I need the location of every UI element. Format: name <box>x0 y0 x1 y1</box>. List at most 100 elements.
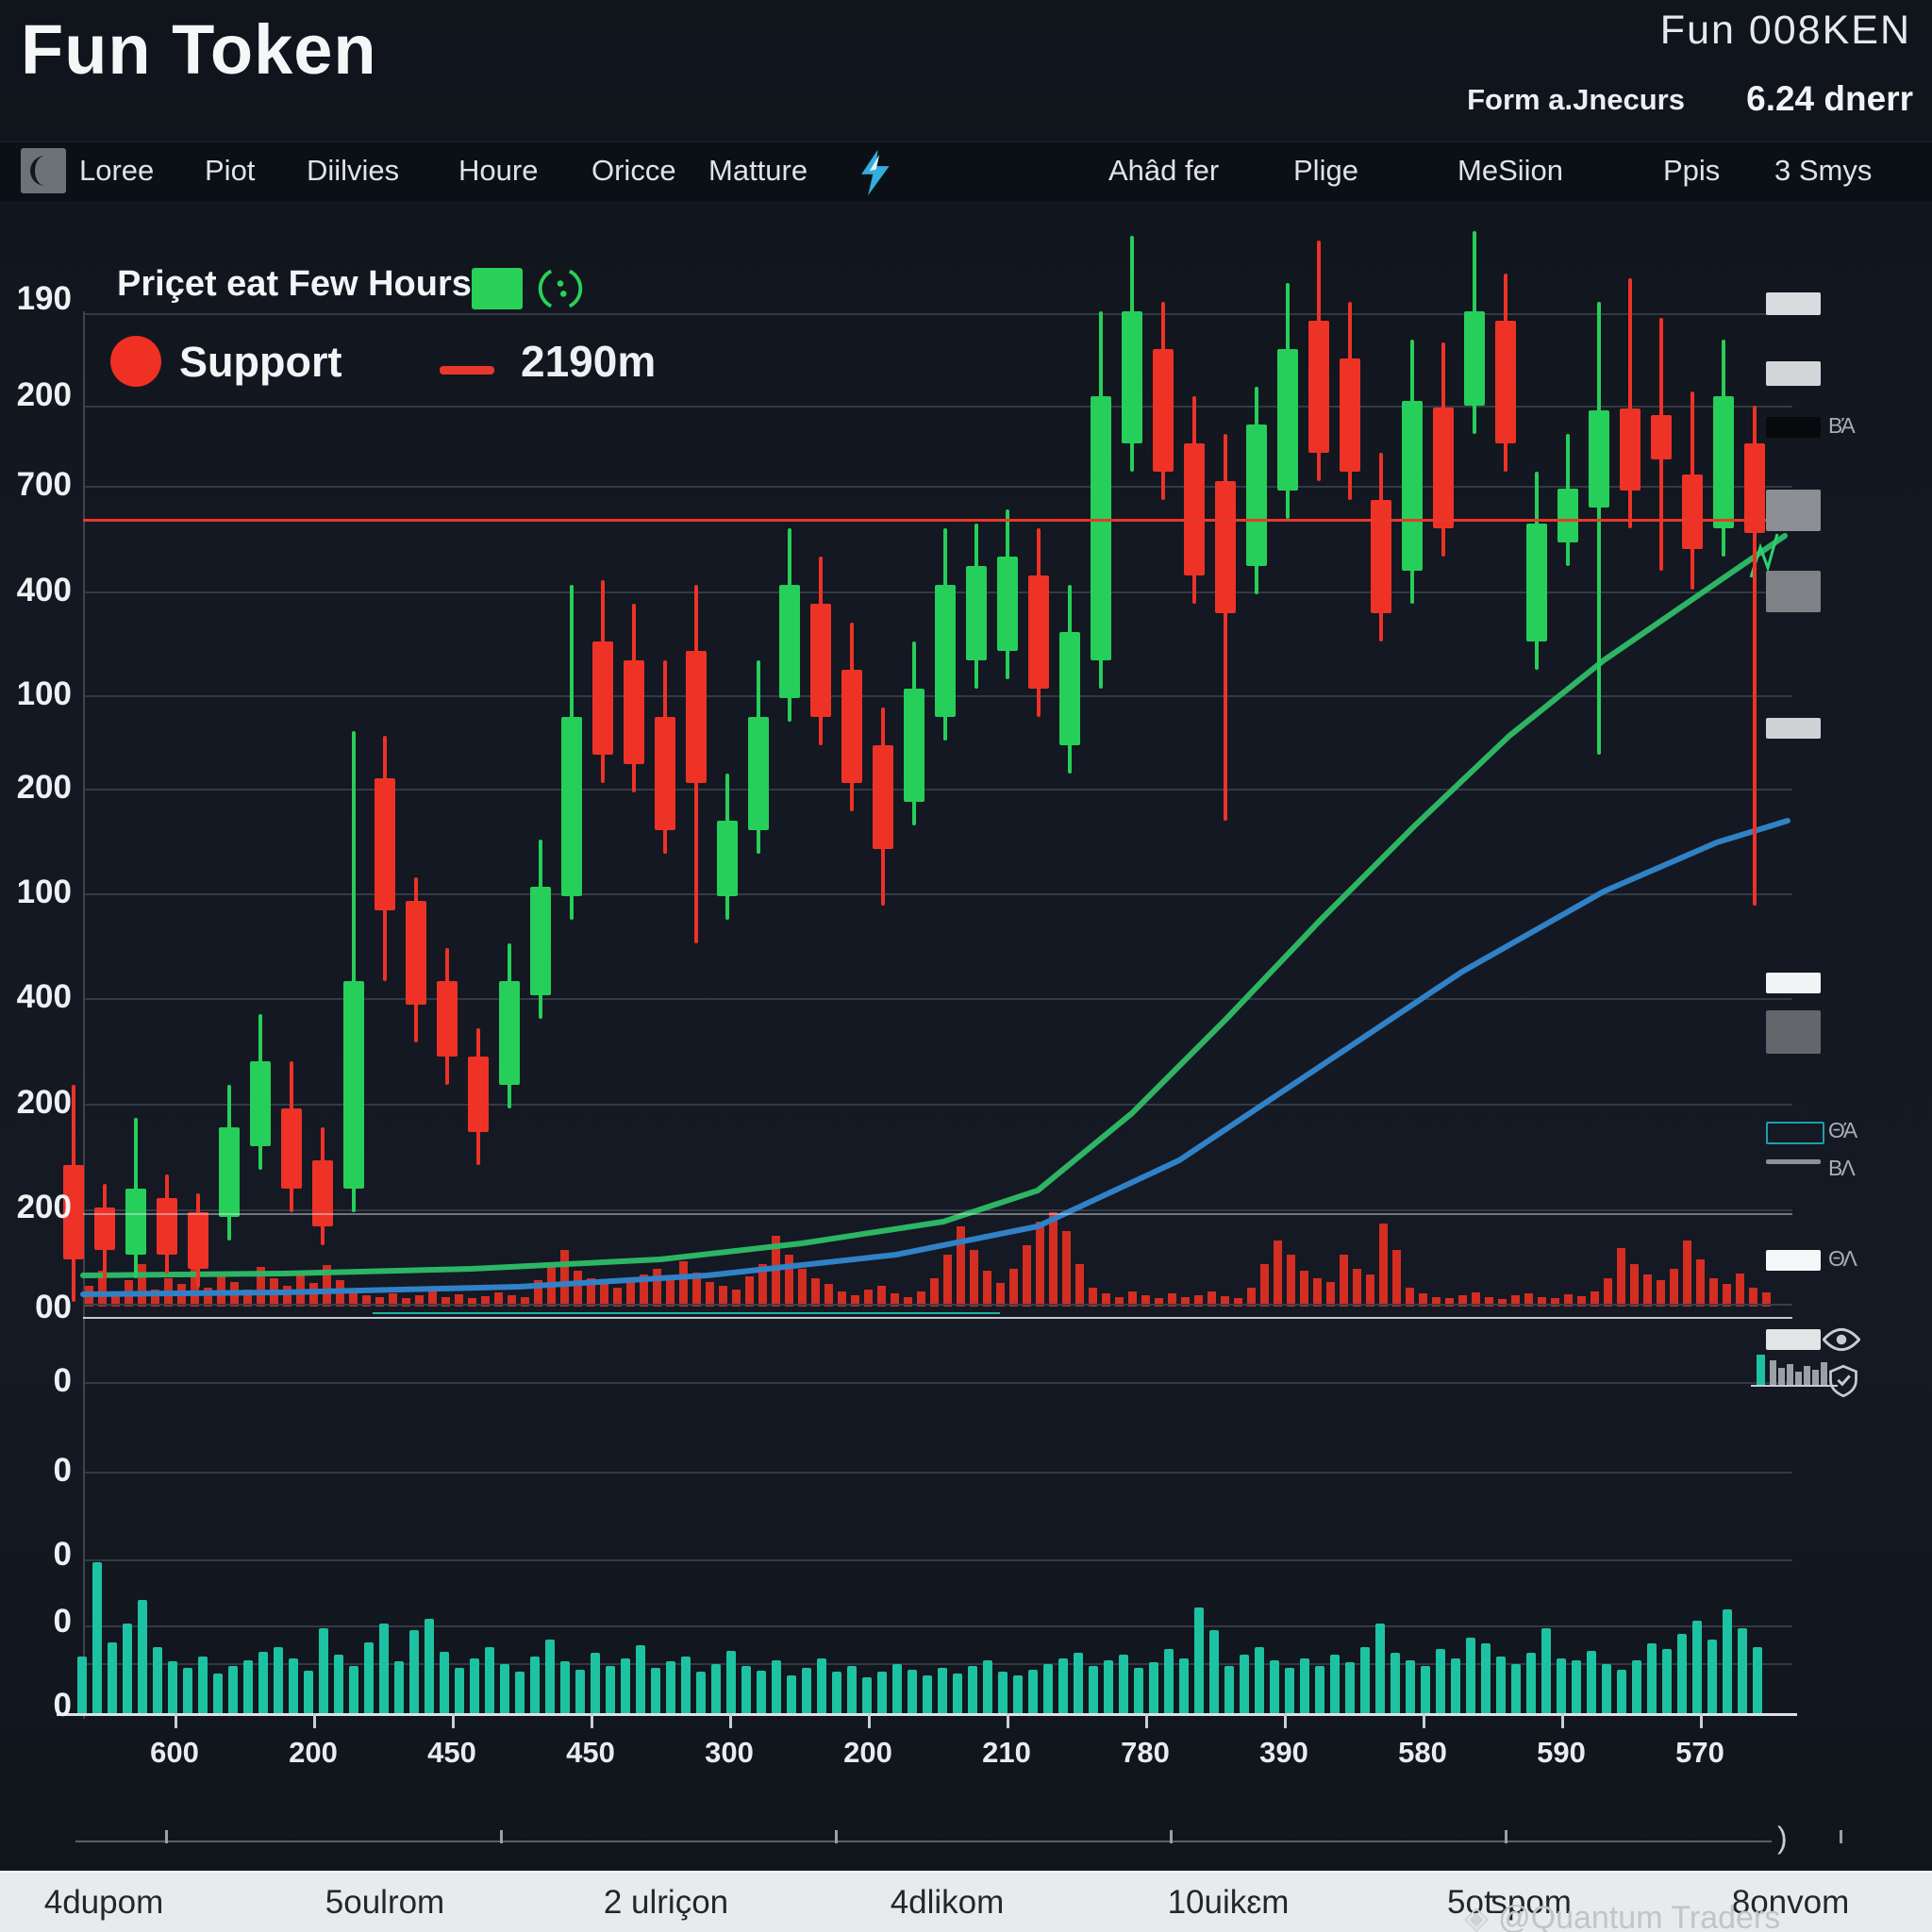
toolbar-item-diilvies[interactable]: Diilvies <box>307 154 400 187</box>
legend-green-swatch[interactable] <box>472 268 523 309</box>
legend-target-icon[interactable] <box>538 266 583 311</box>
candle-body <box>717 821 738 896</box>
volume-bar-teal <box>1391 1653 1400 1713</box>
volume-bar-red <box>1353 1269 1361 1307</box>
volume-bar-teal <box>92 1562 102 1713</box>
volume-bar-teal <box>77 1657 87 1713</box>
candle-body <box>748 717 769 830</box>
mini-bar <box>1778 1368 1785 1385</box>
timeline-tick <box>165 1830 168 1843</box>
toolbar-item-mesiion[interactable]: MeSiion <box>1457 154 1563 187</box>
volume-bar-red <box>1524 1293 1533 1307</box>
volume-bar-red <box>1617 1248 1625 1307</box>
volume-bar-teal <box>1436 1649 1445 1713</box>
volume-bar-red <box>1208 1291 1216 1307</box>
price-tag <box>1766 417 1821 438</box>
toolbar-item-plige[interactable]: Plige <box>1293 154 1358 187</box>
mini-bar-baseline <box>1751 1385 1838 1387</box>
volume-bar-red <box>904 1297 912 1307</box>
volume-bar-red <box>1498 1299 1507 1307</box>
volume-bar-teal <box>1541 1628 1551 1713</box>
volume-bar-teal <box>1224 1666 1234 1713</box>
toolbar-item-houre[interactable]: Houre <box>458 154 539 187</box>
candle-body <box>1246 425 1267 566</box>
volume-bar-red <box>1736 1274 1744 1307</box>
candle-body <box>966 566 987 660</box>
volume-bar-teal <box>998 1672 1008 1713</box>
volume-bar-teal <box>455 1668 464 1713</box>
volume-bar-red <box>1089 1288 1097 1307</box>
volume-bar-teal <box>651 1668 660 1713</box>
candle-body <box>94 1208 115 1250</box>
candle-body <box>1557 489 1578 542</box>
volume-bar-teal <box>1557 1658 1566 1713</box>
volume-bar-red <box>560 1250 569 1307</box>
toolbar-item-piot[interactable]: Piot <box>205 154 256 187</box>
volume-bar-red <box>1234 1298 1242 1307</box>
volume-bar-red <box>943 1255 952 1307</box>
legend-support-label: Support <box>179 338 342 386</box>
volume-bar-teal <box>1058 1658 1068 1713</box>
x-axis-tick <box>452 1713 455 1728</box>
volume-bar-teal <box>1511 1664 1521 1713</box>
toolbar-item-oricce[interactable]: Oricce <box>591 154 676 187</box>
volume-bar-teal <box>1089 1666 1098 1713</box>
volume-bar-teal <box>1526 1653 1536 1713</box>
volume-bar-teal <box>1692 1621 1702 1713</box>
volume-bar-red <box>1247 1288 1256 1307</box>
watermark: ◈ @Quantum Traders <box>1464 1899 1780 1932</box>
volume-bar-teal <box>470 1658 479 1713</box>
volume-bar-red <box>864 1290 873 1307</box>
time-label: 5oulrom <box>325 1884 445 1921</box>
candle-body <box>1028 575 1049 689</box>
volume-bar-red <box>441 1297 450 1307</box>
toolbar-item-matture[interactable]: Matture <box>708 154 808 187</box>
candle-body <box>312 1160 333 1226</box>
toolbar-item-ppis[interactable]: Ppis <box>1663 154 1721 187</box>
timeline-scrollbar[interactable] <box>75 1840 1772 1842</box>
volume-bar-teal <box>983 1660 992 1713</box>
shield-icon[interactable] <box>1826 1364 1860 1398</box>
candle-body <box>655 717 675 830</box>
toolbar-item-loree[interactable]: Loree <box>79 154 155 187</box>
cursor-flash-icon[interactable] <box>854 148 895 197</box>
volume-bar-red <box>508 1295 516 1307</box>
toolbar-item-3-smys[interactable]: 3 Smys <box>1774 154 1873 187</box>
price-tag <box>1766 1010 1821 1054</box>
volume-bar-teal <box>1134 1668 1143 1713</box>
volume-bar-teal <box>1406 1660 1415 1713</box>
volume-bar-teal <box>274 1647 283 1713</box>
volume-bar-teal <box>364 1642 374 1713</box>
volume-bar-red <box>1657 1280 1665 1307</box>
volume-bar-red <box>838 1291 846 1307</box>
x-axis-label: 570 <box>1675 1736 1724 1769</box>
price-tag <box>1766 1329 1821 1350</box>
price-tag <box>1766 490 1821 531</box>
draw-tool-button[interactable] <box>21 148 66 193</box>
volume-bar-red <box>323 1265 331 1307</box>
gridline <box>83 1472 1792 1474</box>
toolbar-item-ah-d-fer[interactable]: Ahâd fer <box>1108 154 1220 187</box>
timeline-tick <box>1505 1830 1507 1843</box>
volume-bar-teal <box>1315 1666 1324 1713</box>
mini-bar <box>1795 1372 1802 1385</box>
candle-body <box>499 981 520 1085</box>
volume-bar-teal <box>485 1647 494 1713</box>
eye-icon[interactable] <box>1823 1326 1860 1353</box>
volume-bar-teal <box>1481 1643 1491 1713</box>
garbled-glyph: ΒΆ <box>1828 413 1856 438</box>
volume-bar-red <box>1287 1255 1295 1307</box>
volume-bar-teal <box>1209 1630 1219 1713</box>
candle-body <box>281 1108 302 1189</box>
candle-body <box>686 651 707 783</box>
volume-bar-teal <box>787 1675 796 1713</box>
volume-bar-red <box>1551 1298 1559 1307</box>
volume-bar-red <box>1313 1278 1322 1307</box>
volume-bar-teal <box>108 1642 117 1713</box>
price-tag <box>1766 1159 1821 1164</box>
support-dot-icon[interactable] <box>110 336 161 387</box>
volume-bar-red <box>1432 1297 1441 1307</box>
garbled-glyph: ΘΛ <box>1828 1246 1857 1271</box>
volume-bar-teal <box>289 1658 298 1713</box>
